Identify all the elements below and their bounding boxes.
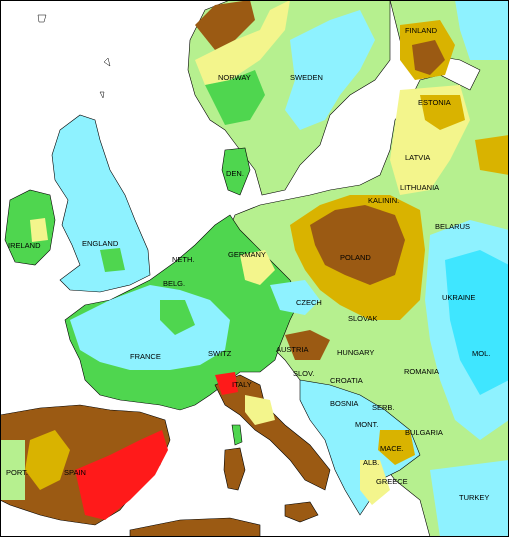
land-sardinia: [223, 447, 246, 491]
label-albania: ALB.: [363, 458, 379, 467]
zone-germany-neutral: [240, 250, 275, 285]
label-belgium: BELG.: [163, 279, 185, 288]
island-shetland: [103, 57, 111, 67]
zone-england-patch: [100, 248, 125, 272]
label-hungary: HUNGARY: [337, 348, 374, 357]
label-denmark: DEN.: [226, 169, 244, 178]
label-kaliningrad: KALININ.: [368, 196, 399, 205]
zone-spain-dry: [25, 430, 70, 490]
label-belarus: BELARUS: [435, 222, 470, 231]
zone-france-wet: [70, 285, 230, 370]
label-switzerland: SWITZ: [208, 349, 232, 358]
label-lithuania: LITHUANIA: [400, 183, 439, 192]
label-latvia: LATVIA: [405, 153, 430, 162]
zone-turkey-wet: [430, 460, 509, 537]
zone-greece-neutral: [360, 460, 390, 505]
zone-norway-mod-wet: [205, 70, 265, 125]
label-moldova: MOL.: [472, 349, 490, 358]
zone-ukraine-very-wet: [445, 250, 509, 395]
label-slovenia: SLOV.: [293, 369, 314, 378]
label-france: FRANCE: [130, 352, 161, 361]
zone-czech-wet: [270, 280, 320, 315]
zone-spain-very-dry: [75, 430, 168, 520]
island-orkney: [99, 91, 105, 99]
label-bosnia: BOSNIA: [330, 399, 358, 408]
label-austria: AUSTRIA: [276, 345, 309, 354]
label-montenegro: MONT.: [355, 420, 378, 429]
zone-finland-east-wet: [455, 0, 509, 60]
island-faroe: [37, 14, 47, 23]
label-turkey: TURKEY: [459, 493, 489, 502]
label-spain: SPAIN: [64, 468, 86, 477]
zone-bulgaria-dry: [378, 430, 415, 465]
label-finland: FINLAND: [405, 26, 438, 35]
zone-estonia-dry: [420, 95, 465, 130]
islands: [37, 14, 111, 99]
land-ireland: [4, 189, 56, 266]
label-serbia: SERB.: [372, 403, 395, 412]
zone-alps-very-dry: [215, 372, 238, 395]
label-sweden: SWEDEN: [290, 73, 323, 82]
label-macedonia: MACE.: [380, 444, 404, 453]
label-bulgaria: BULGARIA: [405, 428, 443, 437]
land-italy: [214, 374, 331, 491]
label-romania: ROMANIA: [404, 367, 439, 376]
label-norway: NORWAY: [218, 73, 251, 82]
label-portugal: PORT.: [6, 468, 28, 477]
land-corsica: [231, 424, 243, 446]
label-greece: GREECE: [376, 477, 408, 486]
zone-norway-neutral: [195, 0, 290, 85]
land-north-africa: [129, 517, 261, 537]
zone-norway-dry: [195, 0, 255, 50]
zone-finland-very-dry: [412, 40, 445, 75]
zone-sweden-wet: [285, 10, 375, 130]
land-sicily: [284, 501, 319, 523]
label-italy: ITALY: [232, 380, 252, 389]
zone-france-mod-wet-patch: [160, 300, 195, 335]
label-slovakia: SLOVAK: [348, 314, 377, 323]
label-netherlands: NETH.: [172, 255, 195, 264]
land-britain: [51, 114, 151, 293]
zone-ireland-dry: [30, 218, 48, 242]
country-labels: FINLAND NORWAY SWEDEN ESTONIA LATVIA LIT…: [6, 26, 490, 502]
label-poland: POLAND: [340, 253, 371, 262]
label-germany: GERMANY: [228, 250, 266, 259]
zone-poland-very-dry: [310, 205, 405, 285]
label-croatia: CROATIA: [330, 376, 363, 385]
zone-italy-neutral: [245, 395, 275, 425]
land-denmark: [221, 147, 251, 196]
label-czech: CZECH: [296, 298, 322, 307]
label-england: ENGLAND: [82, 239, 119, 248]
label-ireland: IRELAND: [8, 241, 41, 250]
label-estonia: ESTONIA: [418, 98, 451, 107]
zone-portugal-wet: [0, 440, 25, 500]
label-ukraine: UKRAINE: [442, 293, 475, 302]
zone-latvia-dry: [475, 135, 509, 175]
zone-austria-dry: [285, 330, 330, 360]
